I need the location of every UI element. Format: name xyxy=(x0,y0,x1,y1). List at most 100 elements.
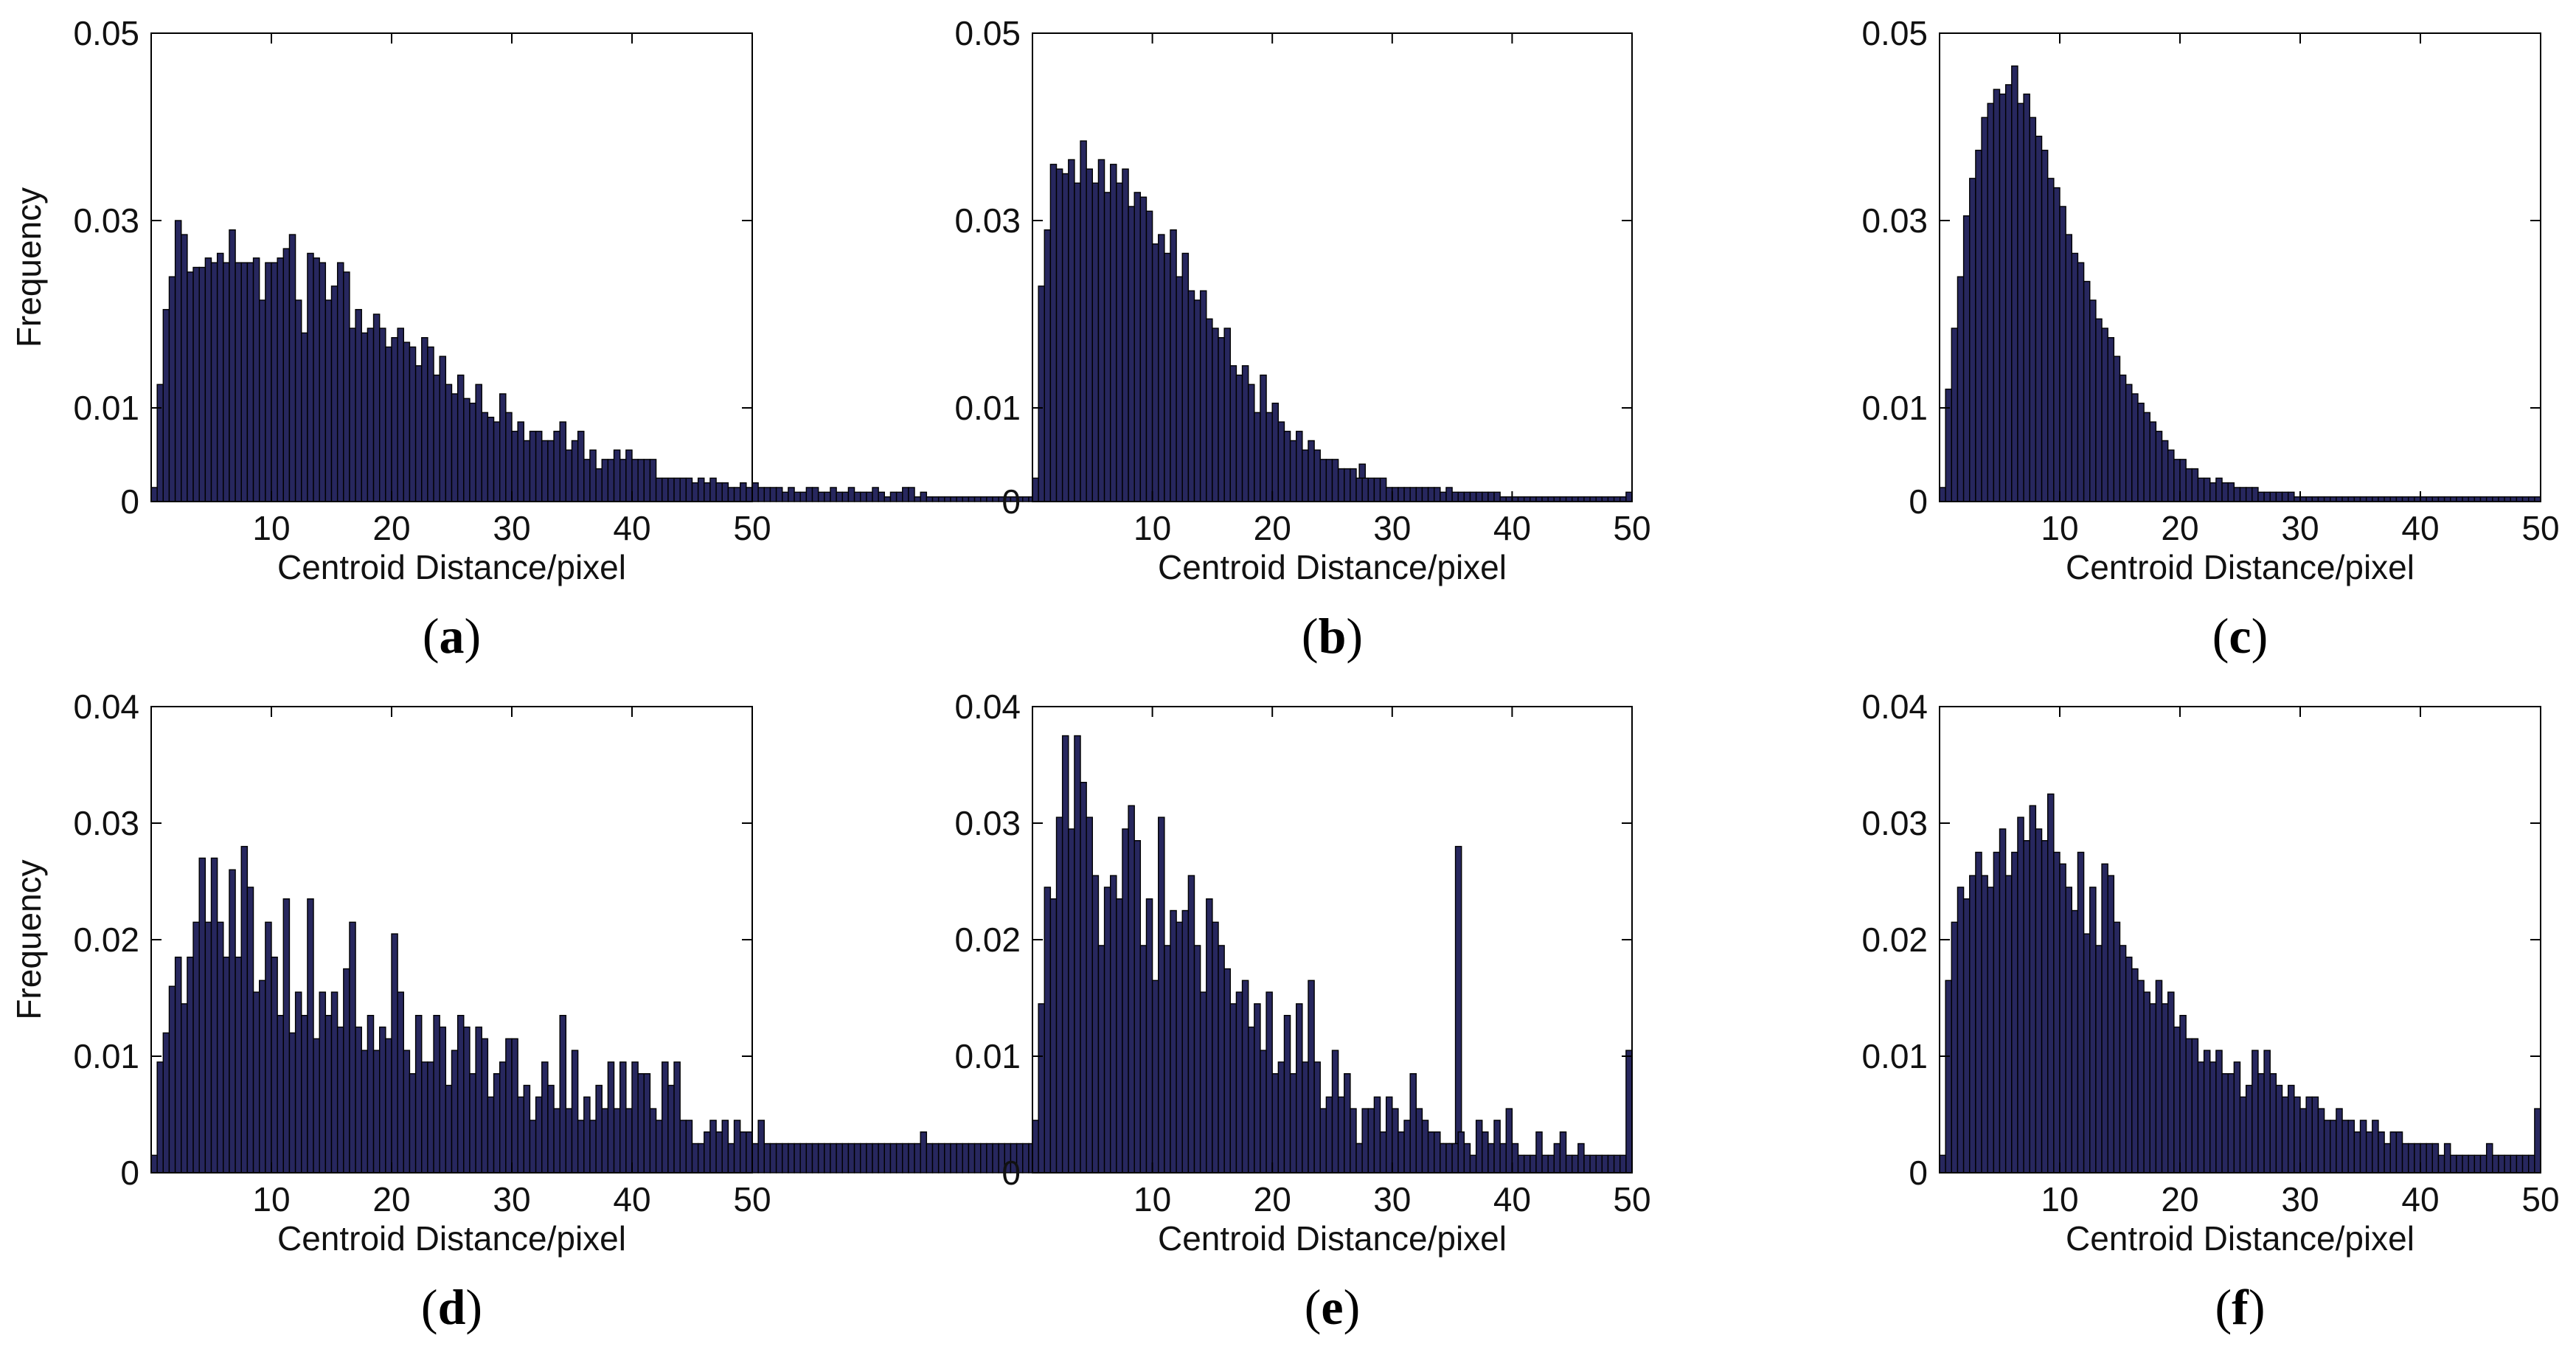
x-tick-label: 20 xyxy=(1254,509,1291,547)
y-tick-label: 0.03 xyxy=(73,804,139,842)
bar xyxy=(2257,491,2265,502)
bar xyxy=(1434,1131,1441,1173)
bar xyxy=(2017,103,2024,502)
bar xyxy=(1344,468,1351,502)
bar xyxy=(1440,1143,1447,1173)
bar xyxy=(1999,828,2007,1173)
x-tick-label: 10 xyxy=(1133,509,1171,547)
bar xyxy=(769,1143,777,1173)
bar xyxy=(2437,1154,2445,1173)
bar xyxy=(1463,1143,1471,1173)
bar xyxy=(2197,1061,2205,1173)
bar xyxy=(330,991,339,1173)
bar xyxy=(1260,374,1267,502)
bar xyxy=(187,271,194,502)
bar xyxy=(451,393,459,502)
bar xyxy=(763,1143,771,1173)
bar xyxy=(229,229,236,502)
bar xyxy=(1247,384,1255,502)
bar xyxy=(553,1108,560,1173)
bar xyxy=(691,482,699,502)
bar xyxy=(1517,1154,1525,1173)
bar xyxy=(1254,412,1261,502)
bar xyxy=(799,1143,808,1173)
bar xyxy=(2221,1072,2229,1173)
bar xyxy=(2041,839,2049,1173)
bar xyxy=(1080,781,1087,1173)
bar xyxy=(794,1143,801,1173)
bar xyxy=(2203,1050,2211,1173)
bar xyxy=(397,991,405,1173)
bar xyxy=(1151,980,1159,1173)
bar xyxy=(2089,299,2097,502)
x-tick-label: 30 xyxy=(2281,1180,2319,1218)
bar xyxy=(2173,459,2181,502)
bar xyxy=(902,1143,909,1173)
x-tick-label: 20 xyxy=(2161,1180,2198,1218)
bar xyxy=(613,449,621,502)
bar xyxy=(1957,887,1965,1173)
bar xyxy=(2185,1038,2193,1173)
bar xyxy=(2053,851,2061,1173)
bar xyxy=(198,857,206,1173)
x-tick-label: 20 xyxy=(2161,509,2198,547)
bar xyxy=(2456,1154,2463,1173)
bar xyxy=(1181,252,1190,502)
bar xyxy=(1577,1143,1585,1173)
bar xyxy=(288,234,296,502)
bar xyxy=(920,491,928,502)
panel-a: 0 0.01 0.03 0.05 10 20 30 40 50 Centroid Distance… xyxy=(10,14,1367,664)
bar xyxy=(1254,1003,1261,1173)
y-tick-label: 0.04 xyxy=(73,687,139,726)
bar xyxy=(1049,898,1058,1173)
bar xyxy=(1454,845,1462,1173)
bar xyxy=(493,1072,501,1173)
axes-box xyxy=(1032,32,1633,502)
bar xyxy=(2389,1131,2398,1173)
bar xyxy=(336,1026,344,1173)
bar xyxy=(937,1143,945,1173)
bar xyxy=(2083,933,2091,1173)
x-tick-label: 20 xyxy=(372,1180,410,1218)
bar xyxy=(265,262,272,502)
y-tick-label: 0.01 xyxy=(954,1037,1021,1075)
bar xyxy=(895,491,903,502)
bar xyxy=(1409,1072,1417,1173)
bar xyxy=(1068,828,1075,1173)
bar xyxy=(1241,365,1249,502)
bar xyxy=(162,308,170,502)
bar xyxy=(1038,1003,1045,1173)
bar xyxy=(817,491,825,502)
bar xyxy=(2113,921,2121,1173)
bar xyxy=(920,1131,928,1173)
bar xyxy=(1319,1108,1327,1173)
bar xyxy=(727,487,735,502)
panel-label: (e) xyxy=(1305,1279,1361,1335)
panel-label: (a) xyxy=(423,608,481,664)
bar xyxy=(1229,1003,1237,1173)
bar xyxy=(204,257,212,502)
bar xyxy=(2287,491,2295,502)
bar xyxy=(908,1143,915,1173)
x-tick-label: 30 xyxy=(493,1180,530,1218)
bar xyxy=(1199,991,1207,1173)
bar xyxy=(847,1143,855,1173)
x-tick-label: 50 xyxy=(733,509,771,547)
bar xyxy=(463,1026,471,1173)
bar xyxy=(1421,487,1429,502)
bar xyxy=(2004,875,2013,1173)
bar xyxy=(1296,431,1303,502)
panel-c: 0 0.01 0.03 0.05 10 20 30 40 50 Centroid Distance… xyxy=(1861,14,2559,664)
bar xyxy=(1193,299,1201,502)
y-tick-label: 0.02 xyxy=(954,921,1021,959)
bar xyxy=(895,1143,903,1173)
y-tick-label: 0 xyxy=(1909,1154,1928,1192)
bar xyxy=(2065,887,2072,1173)
bar xyxy=(2071,252,2079,502)
bar xyxy=(541,440,549,502)
bar xyxy=(1403,487,1411,502)
x-axis-label: Centroid Distance/pixel xyxy=(277,548,626,586)
bar xyxy=(277,257,284,502)
bars-c xyxy=(1939,65,2541,502)
